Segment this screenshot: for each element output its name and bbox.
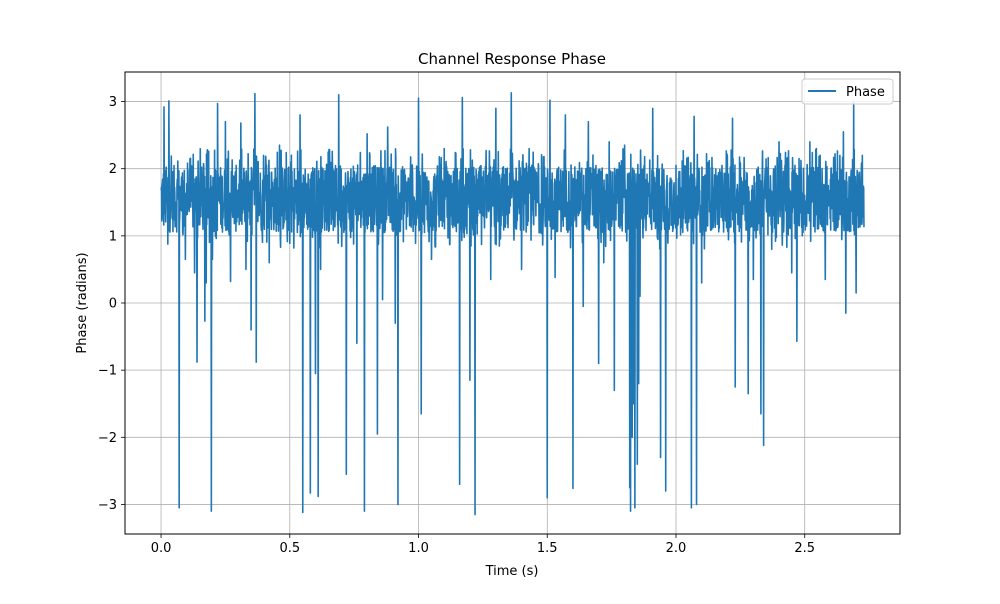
x-tick-label: 1.0	[408, 541, 429, 556]
x-tick-label: 1.5	[537, 541, 558, 556]
legend: Phase	[801, 78, 894, 105]
legend-label-phase: Phase	[846, 85, 885, 100]
x-tick-label: 2.0	[666, 541, 687, 556]
plot-area	[160, 92, 865, 516]
y-axis-ticks: −3 −2 −1 0 1 2 3	[98, 95, 125, 513]
y-tick-label: 0	[109, 297, 117, 312]
x-tick-label: 0.5	[279, 541, 300, 556]
y-tick-label: 3	[109, 95, 117, 110]
y-tick-label: −3	[98, 498, 117, 513]
x-axis-label: Time (s)	[485, 564, 539, 579]
y-tick-label: −2	[98, 431, 117, 446]
y-tick-label: 2	[109, 162, 117, 177]
y-tick-label: −1	[98, 364, 117, 379]
y-axis-label: Phase (radians)	[75, 252, 90, 353]
series-line-phase	[160, 92, 865, 516]
y-tick-label: 1	[109, 229, 117, 244]
x-tick-label: 2.5	[794, 541, 815, 556]
chart-title: Channel Response Phase	[418, 50, 606, 68]
legend-box	[801, 78, 894, 105]
x-axis-ticks: 0.0 0.5 1.0 1.5 2.0 2.5	[151, 534, 815, 556]
x-tick-label: 0.0	[151, 541, 172, 556]
